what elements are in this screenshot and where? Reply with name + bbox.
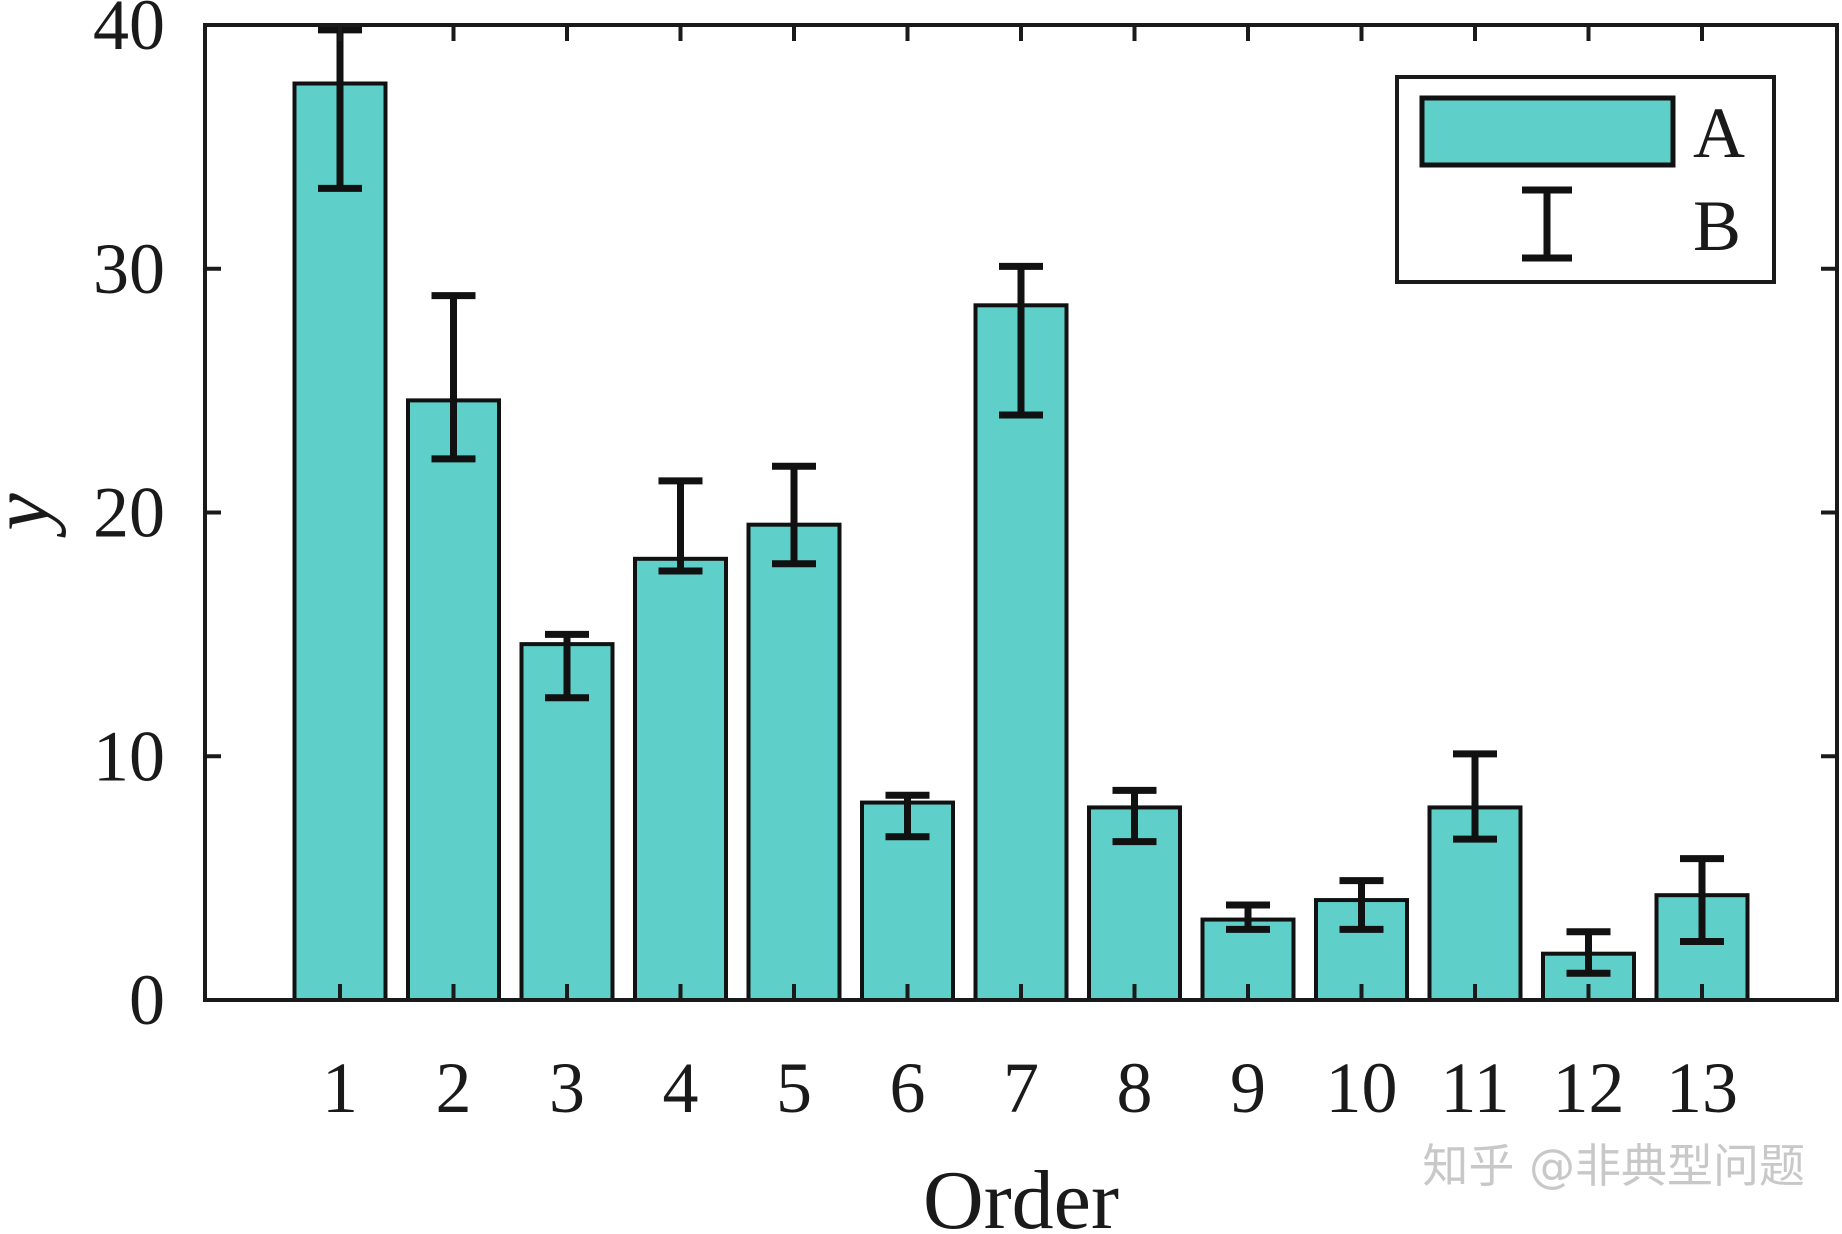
- watermark: 知乎 @非典型问题: [1422, 1139, 1805, 1193]
- legend: A B: [1395, 75, 1776, 284]
- errorbar-4: [658, 477, 703, 575]
- xtick-label-7: 7: [1003, 1048, 1039, 1128]
- errorbars-layer: [318, 26, 1724, 977]
- xtick-label-12: 12: [1553, 1048, 1625, 1128]
- legend-label-b: B: [1693, 186, 1741, 266]
- errorbar-6: [885, 791, 930, 841]
- errorbar-8: [1112, 786, 1157, 846]
- bar-7: [973, 303, 1069, 1002]
- errorbar-9: [1226, 901, 1270, 933]
- legend-label-a: A: [1693, 93, 1745, 173]
- bars-layer: [292, 81, 1750, 1002]
- errorbar-3: [545, 630, 589, 702]
- bar-4: [633, 556, 728, 1002]
- bar-5: [746, 522, 842, 1002]
- errorbar-10: [1339, 877, 1384, 933]
- xtick-label-13: 13: [1666, 1048, 1738, 1128]
- xtick-label-2: 2: [436, 1048, 472, 1128]
- y-tick-labels: 0 10 20 30 40: [93, 0, 165, 1040]
- bar-2: [406, 398, 501, 1002]
- ticks-layer: [205, 23, 1837, 1002]
- errorbar-2: [431, 292, 476, 463]
- xtick-label-8: 8: [1117, 1048, 1153, 1128]
- ytick-label-0: 0: [129, 960, 165, 1040]
- xtick-label-11: 11: [1440, 1048, 1509, 1128]
- ytick-label-20: 20: [93, 473, 165, 553]
- legend-swatch-a: [1419, 95, 1676, 168]
- ytick-label-10: 10: [93, 716, 165, 796]
- ytick-label-30: 30: [93, 229, 165, 309]
- ytick-label-40: 40: [93, 0, 165, 65]
- xtick-label-5: 5: [776, 1048, 812, 1128]
- xtick-label-6: 6: [890, 1048, 926, 1128]
- xtick-label-3: 3: [549, 1048, 585, 1128]
- x-axis-title: Order: [923, 1154, 1119, 1234]
- errorbar-13: [1680, 855, 1724, 945]
- bar-1: [292, 81, 388, 1002]
- errorbar-12: [1566, 928, 1611, 977]
- xtick-label-10: 10: [1326, 1048, 1398, 1128]
- bar-3: [519, 642, 615, 1002]
- errorbar-11: [1453, 750, 1497, 843]
- xtick-label-9: 9: [1230, 1048, 1266, 1128]
- xtick-label-1: 1: [322, 1048, 358, 1128]
- errorbar-7: [999, 262, 1043, 419]
- x-tick-labels: 1 2 3 4 5 6 7 8 9 10 11 12 13: [322, 1048, 1738, 1128]
- xtick-label-4: 4: [663, 1048, 699, 1128]
- errorbar-5: [772, 462, 816, 568]
- legend-errorbar-icon: [1522, 186, 1572, 262]
- y-axis-title: y: [0, 493, 67, 539]
